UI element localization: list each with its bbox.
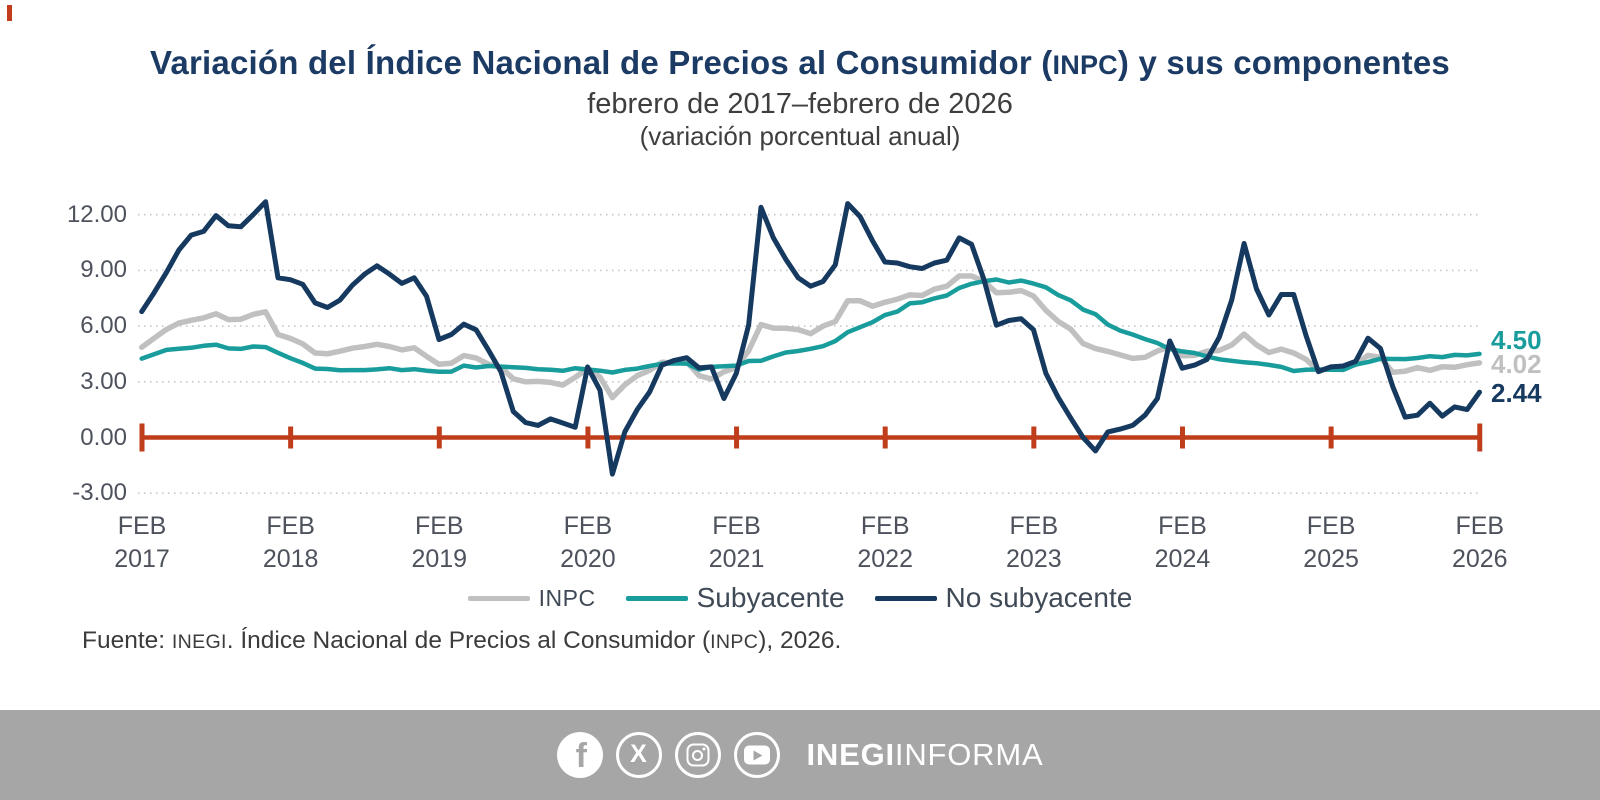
x-axis-tick: FEB 2023 [974, 510, 1094, 576]
end-value-label-subyacente: 4.50 [1491, 325, 1542, 355]
legend-item-subyacente: Subyacente [625, 582, 845, 614]
legend-label-no-subyacente: No subyacente [945, 582, 1133, 613]
source-inegi-acronym: INEGI [171, 631, 227, 653]
x-axis-year-label: 2021 [708, 545, 765, 573]
title-acronym: INPC [1052, 50, 1118, 80]
inpc-line-swatch [467, 595, 530, 601]
x-axis-tick: FEB 2018 [231, 510, 351, 576]
x-axis-tick: FEB 2024 [1122, 510, 1242, 576]
source-inpc-acronym: INPC [710, 631, 759, 653]
x-axis-month-label: FEB [1158, 512, 1207, 540]
chart-legend: INPC Subyacente No subyacente [0, 582, 1600, 614]
corner-mark [7, 5, 12, 21]
brand-informa: INFORMA [894, 737, 1044, 772]
x-icon[interactable]: X [615, 732, 662, 778]
legend-item-no-subyacente: No subyacente [874, 582, 1133, 614]
subyacente-line-swatch [625, 595, 688, 601]
x-axis-year-label: 2026 [1451, 545, 1508, 573]
y-axis-label: 12.00 [66, 200, 127, 228]
x-axis-month-label: FEB [414, 512, 464, 540]
y-axis-label: 3.00 [80, 367, 127, 395]
brand-inegi: INEGI [806, 737, 895, 772]
legend-label-inpc: INPC [538, 584, 596, 611]
source-text-end: ), 2026. [758, 627, 842, 654]
title-text-end: ) y sus componentes [1117, 44, 1450, 81]
source-text-mid: . Índice Nacional de Precios al Consumid… [226, 627, 711, 654]
footer-bar: f X INEGIINFORMA [0, 710, 1600, 800]
x-axis-tick: FEB 2019 [379, 510, 499, 576]
x-axis-year-label: 2023 [1006, 545, 1062, 573]
y-axis-label: 6.00 [80, 312, 127, 340]
end-value-label-inpc: 4.02 [1491, 349, 1542, 379]
footer-brand: INEGIINFORMA [807, 737, 1044, 773]
subtitle-period: febrero de 2017–febrero de 2026 [587, 88, 1013, 120]
facebook-icon[interactable]: f [556, 732, 603, 778]
x-axis-tick: FEB 2020 [528, 510, 648, 576]
series-line-inpc [138, 273, 1483, 401]
x-axis-month-label: FEB [266, 512, 315, 540]
y-axis-label: 9.00 [80, 256, 127, 284]
x-axis-year-label: 2025 [1303, 545, 1359, 573]
legend-label-subyacente: Subyacente [696, 582, 845, 613]
instagram-icon[interactable] [674, 732, 721, 778]
y-axis-label: 0.00 [80, 423, 127, 451]
x-axis-tick: FEB 2025 [1271, 510, 1391, 576]
source-note: Fuente: INEGI. Índice Nacional de Precio… [82, 627, 841, 655]
inflation-line-chart: 12.00 9.00 6.00 3.00 0.00 -3.00 FEB 2017 FEB 2018… [66, 199, 1542, 576]
end-value-label-no-subyacente: 2.44 [1491, 378, 1542, 408]
x-axis-tick: FEB 2026 [1420, 510, 1540, 576]
x-axis-tick: FEB 2021 [677, 510, 797, 576]
chart-canvas [138, 199, 1483, 495]
x-axis-month-label: FEB [117, 512, 167, 540]
youtube-icon[interactable] [733, 732, 780, 778]
x-axis-year-label: 2018 [262, 545, 319, 573]
x-axis-month-label: FEB [860, 512, 910, 540]
series-line-no-subyacente [139, 199, 1482, 477]
x-axis-year-label: 2019 [411, 545, 468, 573]
x-axis-year-label: 2017 [114, 545, 170, 573]
x-axis-tick: FEB 2017 [82, 510, 202, 576]
x-axis-year-label: 2022 [857, 545, 913, 573]
x-axis-month-label: FEB [1009, 512, 1059, 540]
x-axis-year-label: 2024 [1154, 545, 1211, 573]
title-text: Variación del Índice Nacional de Precios… [150, 44, 1053, 81]
source-text: Fuente: [82, 627, 172, 654]
x-axis-tick: FEB 2022 [825, 510, 945, 576]
series-line-subyacente [139, 277, 1482, 375]
legend-item-inpc: INPC [467, 584, 596, 612]
x-axis-year-label: 2020 [560, 545, 616, 573]
x-axis-month-label: FEB [712, 512, 761, 540]
no-subyacente-line-swatch [874, 595, 937, 601]
x-axis-month-label: FEB [1455, 512, 1505, 540]
page-title: Variación del Índice Nacional de Precios… [0, 44, 1600, 82]
y-axis-label: -3.00 [72, 479, 127, 507]
x-axis-month-label: FEB [1306, 512, 1356, 540]
x-axis-month-label: FEB [563, 512, 613, 540]
subtitle-unit: (variación porcentual anual) [639, 121, 961, 151]
